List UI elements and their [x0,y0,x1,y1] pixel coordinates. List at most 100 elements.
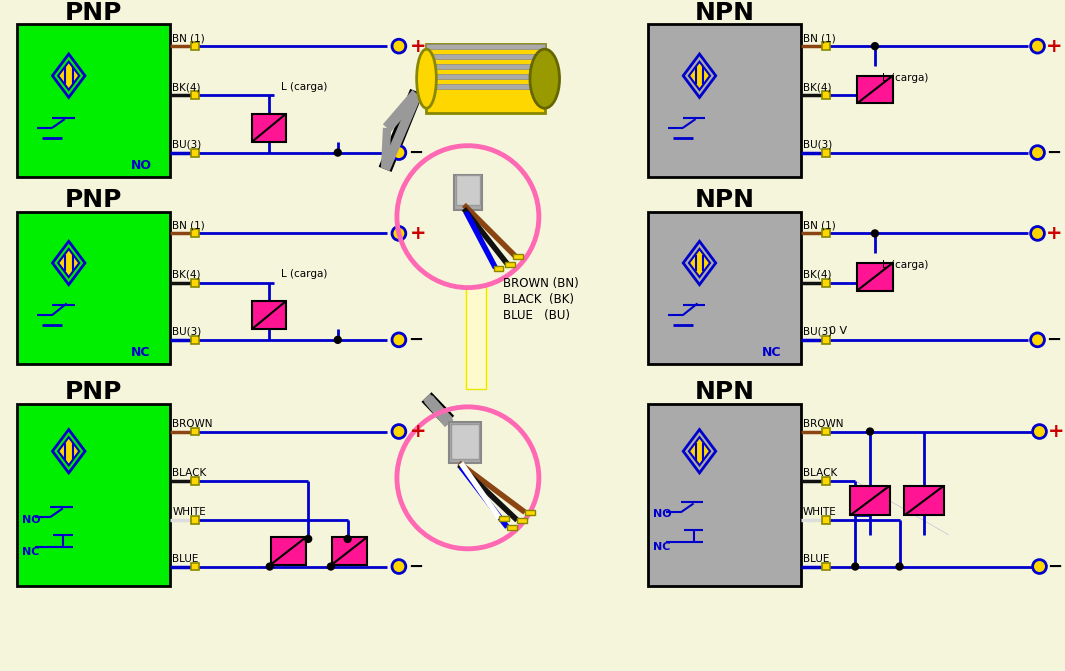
Bar [426,84,545,89]
Text: BN (1): BN (1) [803,34,836,43]
Circle shape [392,146,406,160]
Text: BLACK: BLACK [173,468,207,478]
Text: BN (1): BN (1) [173,221,204,231]
Bar [191,149,199,156]
Bar [456,175,479,205]
Text: L (carga): L (carga) [280,82,327,91]
Circle shape [334,336,341,344]
Text: BLACK: BLACK [803,468,837,478]
Bar [191,516,199,524]
Text: BLUE: BLUE [173,554,198,564]
Bar [252,114,285,142]
Bar [191,336,199,344]
Text: BU(3): BU(3) [803,327,832,337]
Bar [822,91,830,99]
Circle shape [1031,146,1045,160]
Bar [822,336,830,344]
Text: BU(3): BU(3) [803,140,832,150]
Bar [822,42,830,50]
Bar [449,421,480,463]
Bar [17,212,170,364]
Text: −: − [408,558,423,576]
Bar [191,229,199,238]
Bar [191,562,199,570]
Circle shape [1031,40,1045,53]
Circle shape [1031,333,1045,347]
Bar [252,301,285,329]
Bar [513,254,523,259]
Bar [649,24,801,177]
Circle shape [266,563,274,570]
Bar [904,486,944,515]
Bar [332,537,367,564]
Circle shape [867,428,873,435]
Text: −: − [408,144,423,162]
Bar [191,278,199,287]
Circle shape [871,230,879,237]
Bar [857,76,892,103]
Text: BROWN (BN): BROWN (BN) [504,277,579,290]
Text: +: + [1047,422,1064,441]
Bar [17,404,170,586]
Text: BU(3): BU(3) [173,327,201,337]
Text: BLUE: BLUE [803,554,830,564]
Polygon shape [689,62,710,90]
Circle shape [392,227,406,240]
Bar [505,262,515,267]
Text: +: + [410,37,426,56]
Bar [822,562,830,570]
Text: NC: NC [131,346,150,359]
Text: +: + [410,224,426,243]
Text: PNP: PNP [65,380,122,404]
Circle shape [344,535,351,542]
Text: BLUE   (BU): BLUE (BU) [504,309,571,321]
Circle shape [305,535,312,542]
Bar [518,518,527,523]
Circle shape [392,560,406,574]
Text: WHITE: WHITE [803,507,837,517]
Circle shape [392,425,406,438]
Bar [507,525,518,530]
Bar [426,54,545,59]
Bar [271,537,307,564]
Circle shape [1033,425,1047,438]
Text: BK(4): BK(4) [173,270,200,280]
Text: NO: NO [22,515,42,525]
Circle shape [896,563,903,570]
Text: +: + [410,422,426,441]
Text: +: + [1046,224,1062,243]
Text: −: − [1047,144,1062,162]
Text: L (carga): L (carga) [882,260,929,270]
Text: BROWN: BROWN [173,419,213,429]
Text: NO: NO [653,509,672,519]
Text: BROWN: BROWN [803,419,843,429]
Bar [426,64,545,69]
Bar [454,175,481,210]
Text: −: − [1047,331,1062,349]
Text: BK(4): BK(4) [803,83,832,93]
Text: NC: NC [653,541,671,552]
Text: 0 V: 0 V [829,326,847,336]
Bar [822,477,830,484]
Bar [649,404,801,586]
Circle shape [392,333,406,347]
Bar [426,74,545,79]
Bar [822,427,830,435]
Bar [850,486,889,515]
Circle shape [1033,560,1047,574]
Text: BU(3): BU(3) [173,140,201,150]
Text: −: − [1047,558,1063,576]
Polygon shape [59,437,79,465]
Circle shape [871,43,879,50]
Text: +: + [1046,37,1062,56]
Text: NPN: NPN [694,380,755,404]
Text: BLACK  (BK): BLACK (BK) [504,293,574,306]
Bar [525,511,535,515]
Bar [493,266,504,271]
Circle shape [327,563,334,570]
Bar [822,278,830,287]
Text: L (carga): L (carga) [280,269,327,279]
Bar [822,149,830,156]
Bar [822,229,830,238]
Text: NO: NO [131,159,152,172]
